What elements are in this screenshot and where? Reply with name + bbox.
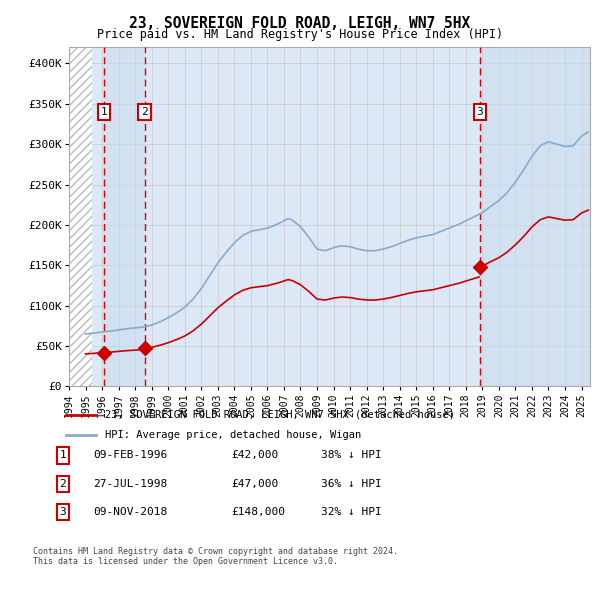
Text: £148,000: £148,000: [231, 507, 285, 517]
Text: Contains HM Land Registry data © Crown copyright and database right 2024.: Contains HM Land Registry data © Crown c…: [33, 547, 398, 556]
Text: 32% ↓ HPI: 32% ↓ HPI: [321, 507, 382, 517]
Bar: [69, 47, 92, 386]
Text: 2: 2: [141, 107, 148, 117]
Bar: [480, 47, 590, 386]
Text: HPI: Average price, detached house, Wigan: HPI: Average price, detached house, Wiga…: [105, 430, 361, 440]
Text: 2: 2: [59, 479, 67, 489]
Text: £47,000: £47,000: [231, 479, 278, 489]
Text: 3: 3: [476, 107, 484, 117]
Text: 1: 1: [59, 451, 67, 460]
Text: 09-NOV-2018: 09-NOV-2018: [93, 507, 167, 517]
Text: 23, SOVEREIGN FOLD ROAD, LEIGH, WN7 5HX: 23, SOVEREIGN FOLD ROAD, LEIGH, WN7 5HX: [130, 16, 470, 31]
Text: 36% ↓ HPI: 36% ↓ HPI: [321, 479, 382, 489]
Text: 3: 3: [59, 507, 67, 517]
Text: This data is licensed under the Open Government Licence v3.0.: This data is licensed under the Open Gov…: [33, 558, 338, 566]
Bar: [104, 47, 145, 386]
Bar: [69, 47, 92, 386]
Text: Price paid vs. HM Land Registry's House Price Index (HPI): Price paid vs. HM Land Registry's House …: [97, 28, 503, 41]
Text: 27-JUL-1998: 27-JUL-1998: [93, 479, 167, 489]
Text: 23, SOVEREIGN FOLD ROAD, LEIGH, WN7 5HX (detached house): 23, SOVEREIGN FOLD ROAD, LEIGH, WN7 5HX …: [105, 410, 455, 420]
Text: £42,000: £42,000: [231, 451, 278, 460]
Text: 09-FEB-1996: 09-FEB-1996: [93, 451, 167, 460]
Text: 38% ↓ HPI: 38% ↓ HPI: [321, 451, 382, 460]
Text: 1: 1: [101, 107, 107, 117]
